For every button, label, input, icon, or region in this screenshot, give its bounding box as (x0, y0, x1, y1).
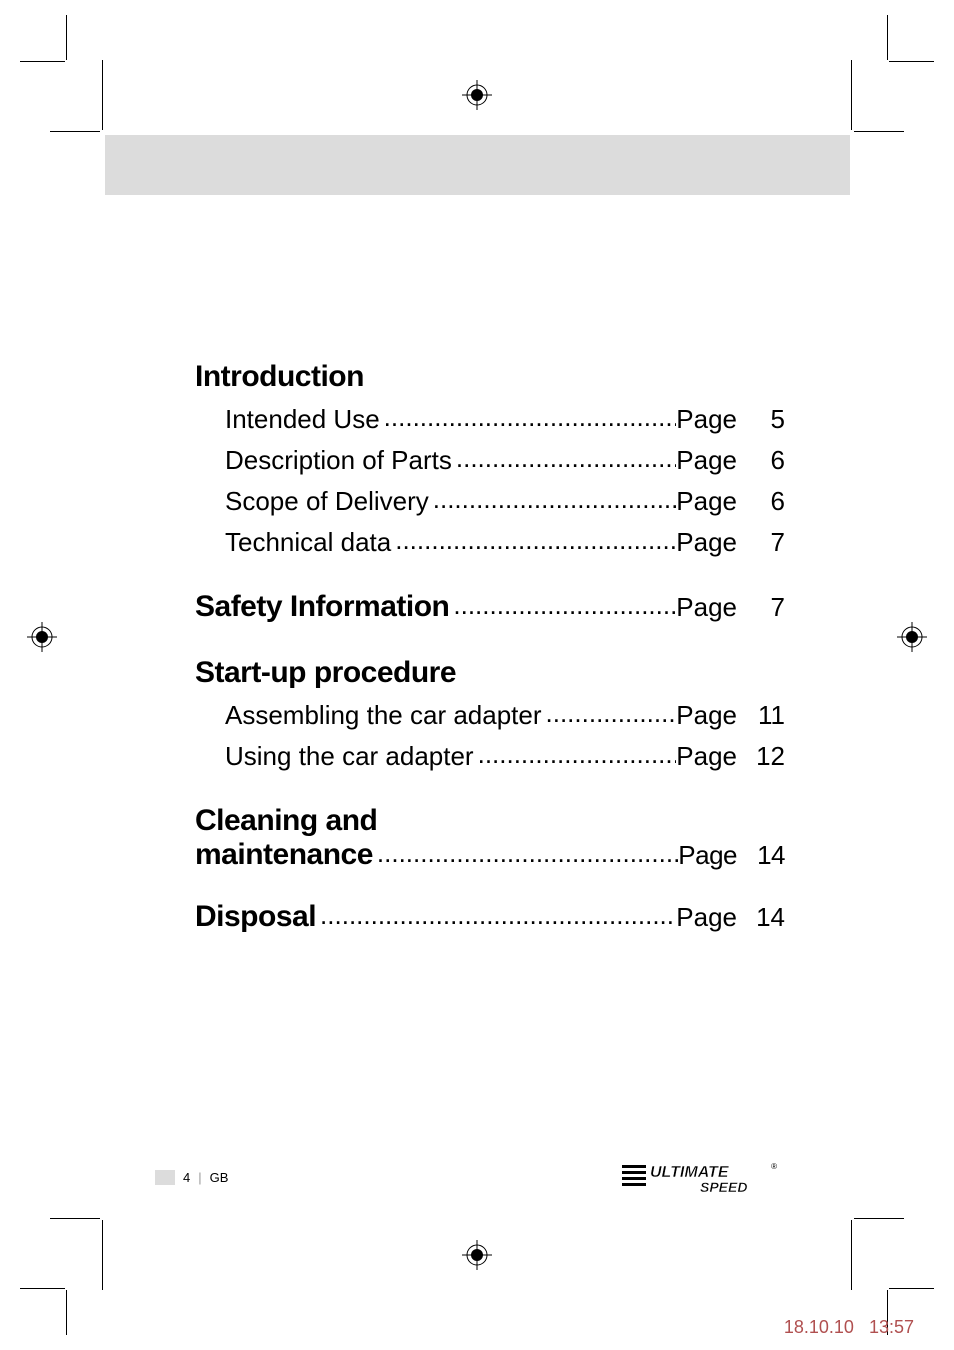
crop-mark (50, 1218, 100, 1219)
toc-section-startup: Start-up procedure Assembling the car ad… (195, 656, 785, 772)
page-label: Page (676, 592, 737, 623)
registration-mark-right (897, 622, 927, 652)
dots: ........................................… (474, 739, 677, 770)
toc-entry: Technical data .........................… (195, 527, 785, 558)
section-title: Introduction (195, 360, 785, 394)
crop-mark (66, 15, 67, 60)
page-num: 7 (737, 527, 785, 558)
section-title-line1: Cleaning and (195, 804, 785, 838)
dots: ........................................… (452, 443, 676, 474)
footer-page-box (155, 1170, 175, 1185)
page-num: 14 (737, 840, 785, 871)
page-num: 6 (737, 486, 785, 517)
footer: 4 | GB ULTIMATE ® SPEED (105, 1159, 850, 1195)
svg-text:SPEED: SPEED (700, 1179, 747, 1195)
dots: ........................................… (542, 698, 677, 729)
toc-entry: Assembling the car adapter .............… (195, 700, 785, 731)
page-label: Page (676, 445, 737, 476)
toc-entry: Intended Use ...........................… (195, 404, 785, 435)
page-num: 5 (737, 404, 785, 435)
dots: ........................................… (449, 590, 676, 621)
page-num: 6 (737, 445, 785, 476)
crop-mark (50, 131, 100, 132)
registration-mark-left (27, 622, 57, 652)
toc-content: Introduction Intended Use ..............… (105, 195, 850, 934)
dots: ........................................… (380, 402, 677, 433)
entry-text: Scope of Delivery (225, 486, 429, 517)
section-title-line2: maintenance (195, 838, 373, 872)
registration-mark-bottom (462, 1240, 492, 1270)
crop-mark (854, 131, 904, 132)
print-date: 18.10.10 (784, 1317, 854, 1337)
registration-mark-top (462, 80, 492, 110)
footer-country: GB (210, 1170, 229, 1185)
crop-mark (66, 1290, 67, 1335)
entry-text: Intended Use (225, 404, 380, 435)
page-label: Page (676, 741, 737, 772)
page-label: Page (676, 700, 737, 731)
page-label: Page (676, 527, 737, 558)
crop-mark (851, 60, 852, 130)
page-num: 12 (737, 741, 785, 772)
crop-mark (102, 60, 103, 130)
toc-section-introduction: Introduction Intended Use ..............… (195, 360, 785, 558)
page-label: Page (678, 840, 737, 871)
page-num: 7 (737, 592, 785, 623)
page-num: 14 (737, 902, 785, 933)
page-label: Page (676, 404, 737, 435)
toc-section-safety: Safety Information .....................… (195, 590, 785, 624)
entry-text: Description of Parts (225, 445, 452, 476)
entry-text: Using the car adapter (225, 741, 474, 772)
crop-mark (20, 61, 65, 62)
header-bar (105, 135, 850, 195)
toc-section-cleaning: Cleaning and maintenance ...............… (195, 804, 785, 872)
entry-text: Assembling the car adapter (225, 700, 542, 731)
section-title: Start-up procedure (195, 656, 785, 690)
print-timestamp: 18.10.10 13:57 (784, 1317, 914, 1338)
crop-mark (889, 1288, 934, 1289)
crop-mark (102, 1220, 103, 1290)
page-label: Page (676, 902, 737, 933)
page-content: Introduction Intended Use ..............… (105, 135, 850, 1195)
section-title: Safety Information (195, 590, 449, 624)
toc-entry: Using the car adapter ..................… (195, 741, 785, 772)
dots: ........................................… (429, 484, 677, 515)
toc-entry: Description of Parts ...................… (195, 445, 785, 476)
toc-section-disposal: Disposal ...............................… (195, 900, 785, 934)
toc-entry: Scope of Delivery ......................… (195, 486, 785, 517)
print-time: 13:57 (869, 1317, 914, 1337)
footer-left: 4 | GB (155, 1170, 228, 1185)
dots: ........................................… (391, 525, 676, 556)
dots: ........................................… (373, 838, 678, 869)
crop-mark (887, 15, 888, 60)
entry-text: Technical data (225, 527, 391, 558)
section-title: Disposal (195, 900, 316, 934)
dots: ........................................… (316, 900, 676, 931)
page-label: Page (676, 486, 737, 517)
crop-mark (889, 61, 934, 62)
ultimate-speed-logo: ULTIMATE ® SPEED (622, 1159, 782, 1195)
crop-mark (851, 1220, 852, 1290)
footer-page-num: 4 (183, 1170, 190, 1185)
crop-mark (20, 1288, 65, 1289)
svg-text:®: ® (771, 1162, 777, 1171)
page-num: 11 (737, 700, 785, 731)
footer-divider: | (198, 1170, 201, 1185)
crop-mark (854, 1218, 904, 1219)
